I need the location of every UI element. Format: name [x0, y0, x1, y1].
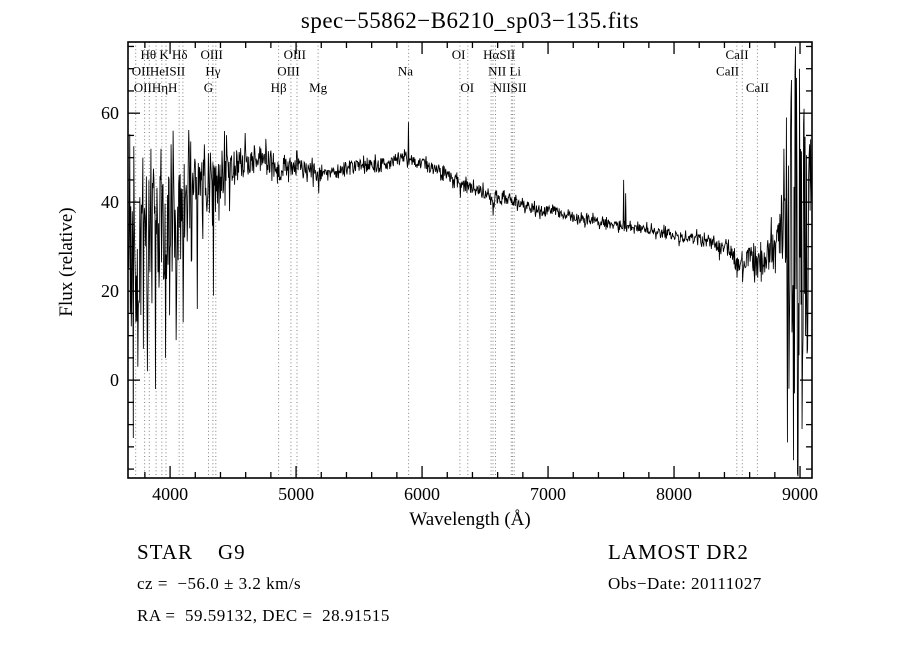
spectral-line-label: Mg [309, 80, 328, 95]
x-tick-label: 8000 [656, 484, 692, 504]
x-axis-label: Wavelength (Å) [409, 509, 530, 530]
spectrum-plot: Flux (relative) Wavelength (Å) Hθ K Hδ OI… [56, 41, 818, 530]
x-tick-label: 5000 [278, 484, 314, 504]
object-classification: STAR G9 [137, 540, 246, 564]
obs-date: Obs−Date: 20111027 [608, 574, 762, 593]
spectral-line-label: OIII [201, 47, 223, 62]
x-tick-label: 9000 [782, 484, 818, 504]
spectral-line-label: CaII [725, 47, 748, 62]
spectral-line-label: NII Li [488, 64, 521, 79]
ra-dec: RA = 59.59132, DEC = 28.91515 [137, 606, 390, 625]
spectral-line-label: Hβ [271, 80, 287, 95]
spectral-line-label: CaII [746, 80, 769, 95]
spectrum-trace [127, 46, 813, 477]
y-tick-label: 60 [101, 103, 119, 123]
spectral-line-label: CaII [716, 64, 739, 79]
y-tick-label: 0 [110, 370, 119, 390]
spectral-line-label: OI [460, 80, 474, 95]
survey-release: LAMOST DR2 [608, 540, 749, 564]
spectral-line-label: Hγ [205, 64, 220, 79]
y-tick-label: 20 [101, 281, 119, 301]
cz-value: cz = −56.0 ± 3.2 km/s [137, 574, 302, 593]
spectral-line-label: OI [452, 47, 466, 62]
spectral-line-label: OIII [284, 47, 306, 62]
x-tick-label: 4000 [152, 484, 188, 504]
spectral-line-label: Hθ K Hδ [140, 47, 187, 62]
spectral-line-label: G [204, 80, 213, 95]
spectral-line-label: HαSII [483, 47, 515, 62]
plot-frame [127, 41, 813, 479]
spectral-line-label: OIIHeISII [132, 64, 185, 79]
y-tick-label: 40 [101, 192, 119, 212]
spectral-line-label: NIISII [493, 80, 527, 95]
spectral-line-label: OIII [277, 64, 299, 79]
spectral-line-label: Na [398, 64, 413, 79]
y-axis-label: Flux (relative) [56, 207, 77, 316]
x-tick-label: 6000 [404, 484, 440, 504]
spectral-line-label: OIIHηH [134, 80, 178, 95]
plot-title: spec−55862−B6210_sp03−135.fits [300, 8, 640, 33]
x-tick-label: 7000 [530, 484, 566, 504]
